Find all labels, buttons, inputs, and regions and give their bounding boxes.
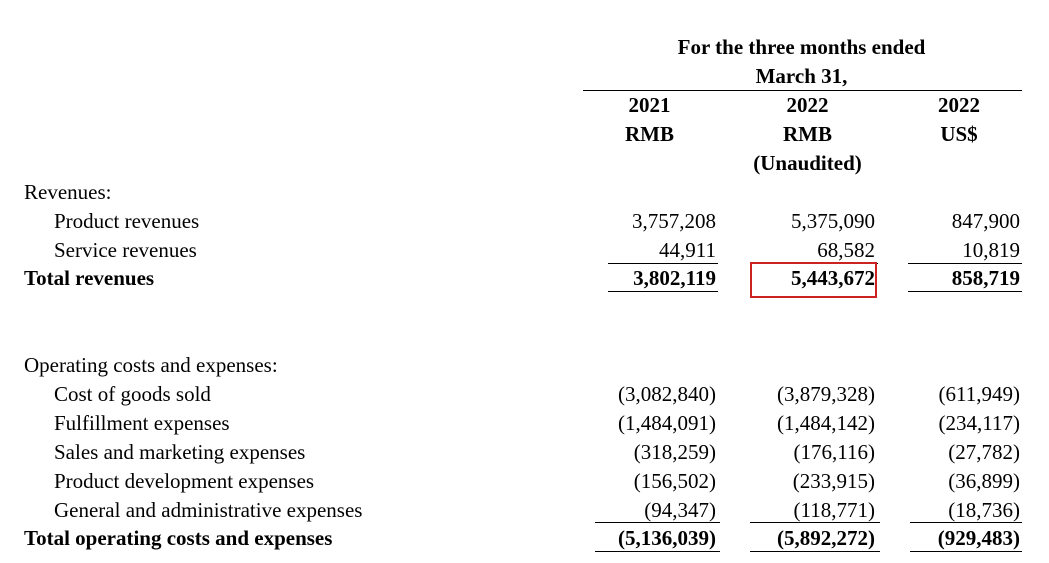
cell-total-costs-2021: (5,136,039)	[618, 526, 716, 550]
cell-general-admin-2022-rmb: (118,771)	[793, 498, 875, 522]
col-2021-currency: RMB	[625, 122, 674, 146]
col-2021-year: 2021	[628, 93, 671, 117]
costs-total-rule-2021	[595, 551, 720, 552]
cell-total-revenues-2021: 3,802,119	[633, 266, 716, 290]
row-label-cost-of-goods-sold: Cost of goods sold	[54, 382, 211, 406]
costs-heading: Operating costs and expenses:	[24, 353, 278, 377]
cell-cogs-2022-rmb: (3,879,328)	[777, 382, 875, 406]
period-header-line2: March 31,	[755, 64, 848, 88]
col-2022-rmb-note: (Unaudited)	[753, 151, 862, 175]
cell-service-revenues-2022-rmb: 68,582	[817, 238, 875, 262]
revenues-heading: Revenues:	[24, 180, 112, 204]
cell-cogs-2021: (3,082,840)	[618, 382, 716, 406]
row-label-sales-marketing: Sales and marketing expenses	[54, 440, 306, 464]
cell-product-revenues-2021: 3,757,208	[632, 209, 716, 233]
costs-total-rule-2022-rmb	[750, 551, 880, 552]
cell-total-costs-2022-rmb: (5,892,272)	[777, 526, 875, 550]
cell-fulfillment-2022-usd: (234,117)	[938, 411, 1020, 435]
row-label-product-development: Product development expenses	[54, 469, 315, 493]
col-2022-usd-currency: US$	[940, 122, 978, 146]
cell-service-revenues-2021: 44,911	[659, 238, 716, 262]
cell-product-dev-2022-usd: (36,899)	[948, 469, 1020, 493]
cell-total-revenues-2022-rmb: 5,443,672	[791, 266, 875, 290]
col-2022-rmb-year: 2022	[786, 93, 829, 117]
total-rule-2021	[608, 291, 718, 292]
header-rule	[583, 90, 1022, 91]
row-label-service-revenues: Service revenues	[54, 238, 197, 262]
cell-sales-marketing-2022-usd: (27,782)	[948, 440, 1020, 464]
cell-cogs-2022-usd: (611,949)	[938, 382, 1020, 406]
cell-sales-marketing-2021: (318,259)	[633, 440, 716, 464]
row-label-general-admin: General and administrative expenses	[54, 498, 363, 522]
cell-product-revenues-2022-usd: 847,900	[951, 209, 1020, 233]
costs-subtotal-rule-2022-rmb	[750, 522, 880, 523]
period-header-line1: For the three months ended	[677, 35, 926, 59]
subtotal-rule-2021	[608, 263, 718, 264]
cell-product-dev-2021: (156,502)	[633, 469, 716, 493]
total-rule-2022-usd	[908, 291, 1022, 292]
cell-total-revenues-2022-usd: 858,719	[951, 266, 1020, 290]
subtotal-rule-2022-usd	[908, 263, 1022, 264]
row-label-fulfillment-expenses: Fulfillment expenses	[54, 411, 230, 435]
highlight-box	[750, 262, 877, 298]
cell-general-admin-2021: (94,347)	[644, 498, 716, 522]
costs-total-rule-2022-usd	[910, 551, 1022, 552]
costs-subtotal-rule-2021	[595, 522, 720, 523]
row-label-total-costs: Total operating costs and expenses	[24, 526, 333, 550]
col-2022-usd-year: 2022	[938, 93, 980, 117]
col-2022-rmb-currency: RMB	[783, 122, 832, 146]
costs-subtotal-rule-2022-usd	[910, 522, 1022, 523]
cell-fulfillment-2021: (1,484,091)	[618, 411, 716, 435]
cell-product-revenues-2022-rmb: 5,375,090	[791, 209, 875, 233]
cell-fulfillment-2022-rmb: (1,484,142)	[777, 411, 875, 435]
row-label-product-revenues: Product revenues	[54, 209, 200, 233]
cell-sales-marketing-2022-rmb: (176,116)	[793, 440, 875, 464]
cell-total-costs-2022-usd: (929,483)	[937, 526, 1020, 550]
cell-service-revenues-2022-usd: 10,819	[962, 238, 1020, 262]
row-label-total-revenues: Total revenues	[24, 266, 155, 290]
cell-product-dev-2022-rmb: (233,915)	[792, 469, 875, 493]
cell-general-admin-2022-usd: (18,736)	[948, 498, 1020, 522]
